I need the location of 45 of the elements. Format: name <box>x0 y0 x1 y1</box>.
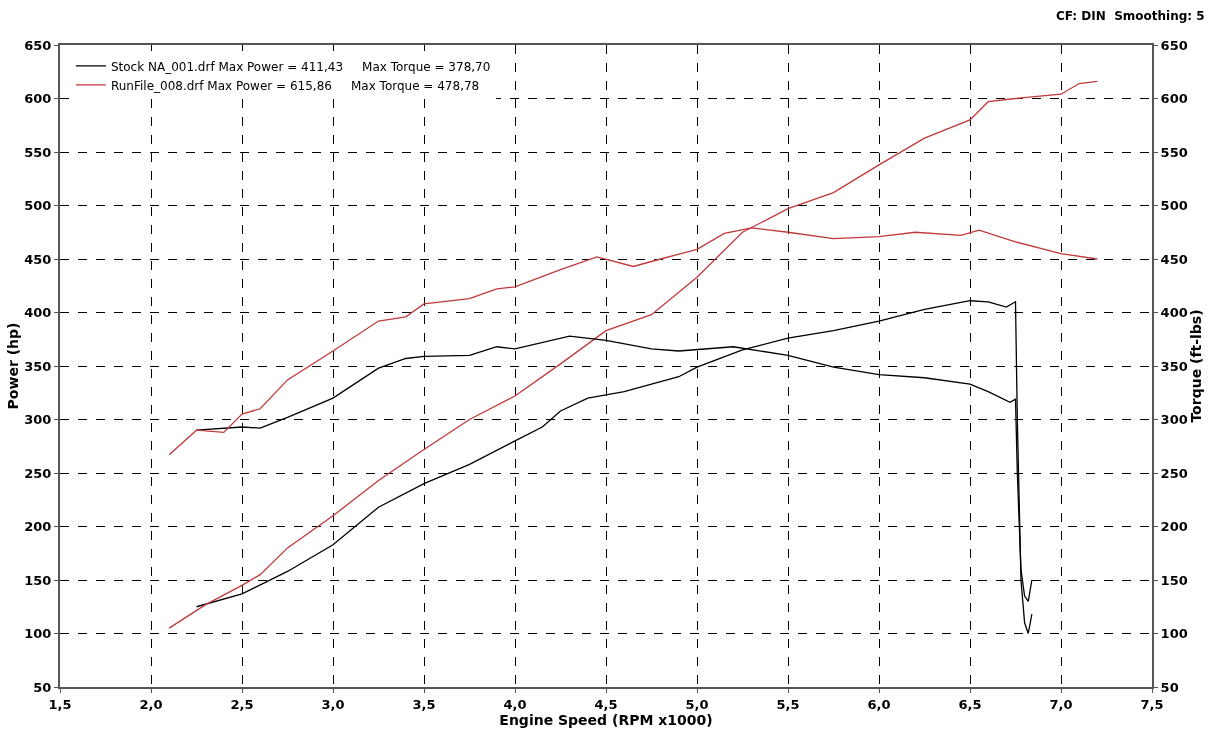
y2-tick-label: 350 <box>1160 358 1188 374</box>
text: CF: DIN Smoothing: 5 <box>1056 9 1205 23</box>
y2-tick-label: 450 <box>1160 251 1188 267</box>
y2-tick-label: 550 <box>1160 144 1188 160</box>
x-tick-label: 7,0 <box>1049 696 1073 712</box>
x-tick-label: 2,5 <box>230 696 254 712</box>
x-axis-title: Engine Speed (RPM x1000) <box>499 711 713 728</box>
y-tick-label: 150 <box>24 572 52 588</box>
y-tick-label: 200 <box>24 519 52 535</box>
x-tick-label: 6,5 <box>958 696 982 712</box>
y-tick-label: 350 <box>24 358 52 374</box>
x-tick-label: 2,0 <box>139 696 163 712</box>
y2-tick-label: 50 <box>1160 679 1179 695</box>
x-tick-label: 3,0 <box>321 696 345 712</box>
y2-tick-label: 250 <box>1160 465 1188 481</box>
y-tick-label: 450 <box>24 251 52 267</box>
y2-tick-label: 100 <box>1160 626 1188 642</box>
y2-tick-label: 600 <box>1160 91 1188 107</box>
x-tick-label: 4,0 <box>503 696 527 712</box>
y-tick-label: 250 <box>24 465 52 481</box>
y-tick-label: 300 <box>24 412 52 428</box>
y2-tick-label: 150 <box>1160 572 1188 588</box>
y-tick-label: 600 <box>24 91 52 107</box>
y2-tick-label: 650 <box>1160 37 1188 53</box>
y-tick-label: 50 <box>33 679 52 695</box>
y2-axis-title: Torque (ft-lbs) <box>1187 309 1204 423</box>
y2-tick-label: 200 <box>1160 519 1188 535</box>
y-tick-label: 100 <box>24 626 52 642</box>
legend-label: RunFile_008.drf Max Power = 615,86 Max Torque = 478,78 <box>110 78 480 93</box>
y2-tick-label: 300 <box>1160 412 1188 428</box>
y-tick-label: 400 <box>24 305 52 321</box>
x-tick-label: 5,5 <box>776 696 800 712</box>
y-tick-label: 500 <box>24 198 52 214</box>
legend-label: Stock NA_001.drf Max Power = 411,43 Max Torque = 378,70 <box>110 59 491 74</box>
y-tick-label: 550 <box>24 144 52 160</box>
y-tick-label: 650 <box>24 37 52 53</box>
y2-tick-label: 500 <box>1160 198 1188 214</box>
x-tick-label: 5,0 <box>685 696 709 712</box>
x-tick-label: 3,5 <box>412 696 436 712</box>
x-tick-label: 4,5 <box>594 696 618 712</box>
y-axis-title: Power (hp) <box>5 322 22 410</box>
x-tick-label: 1,5 <box>48 696 72 712</box>
x-tick-label: 6,0 <box>867 696 891 712</box>
x-tick-label: 7,5 <box>1140 696 1164 712</box>
y2-tick-label: 400 <box>1160 305 1188 321</box>
